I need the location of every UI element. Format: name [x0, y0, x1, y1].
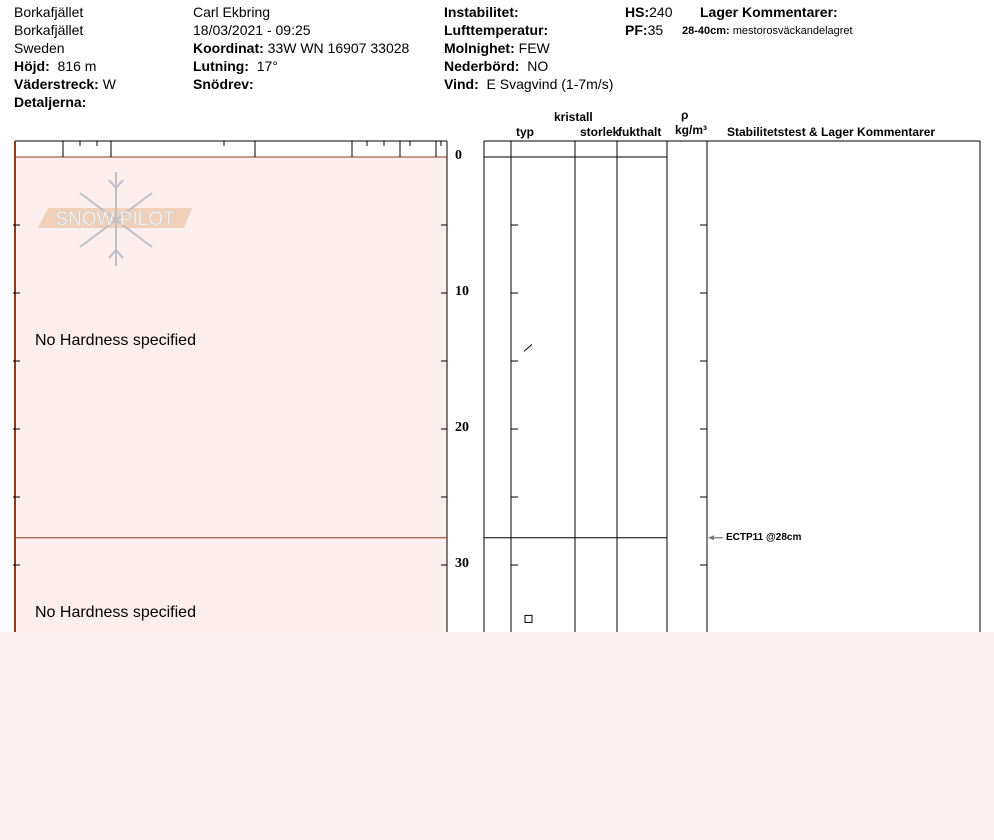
sky: Molnighet: FEW [444, 40, 550, 56]
col-type: typ [516, 125, 534, 139]
coordinates: Koordinat: 33W WN 16907 33028 [193, 40, 410, 56]
observer: Carl Ekbring [193, 4, 271, 20]
bottom-band [0, 632, 994, 840]
col-rho: ρ [681, 108, 689, 122]
pf: PF:35 [625, 22, 664, 38]
datetime: 18/03/2021 - 09:25 [193, 22, 311, 38]
col-crystal: kristall [554, 110, 593, 124]
grain-symbol-square [524, 614, 533, 623]
hs: HS:240 [625, 4, 673, 20]
snow-drift: Snödrev: [193, 76, 254, 92]
depth-label: 10 [455, 284, 469, 299]
details-label: Detaljerna: [14, 94, 87, 110]
wind: Vind: E Svagvind (1-7m/s) [444, 76, 614, 92]
test-arrow-head [708, 535, 714, 541]
svg-text:SNOW PILOT: SNOW PILOT [55, 209, 175, 230]
depth-label: 20 [455, 420, 469, 435]
col-stability: Stabilitetstest & Lager Kommentarer [727, 125, 936, 139]
depth-label: 30 [455, 556, 469, 571]
hardness-area [15, 157, 447, 632]
col-moisture: fukthalt [618, 125, 662, 139]
layer-comments-label: Lager Kommentarer: [700, 4, 838, 20]
slope: Lutning: 17° [193, 58, 278, 74]
elevation: Höjd: 816 m [14, 58, 97, 74]
air-temp: Lufttemperatur: [444, 22, 549, 38]
hardness-label: No Hardness specified [35, 332, 196, 349]
location-2: Borkafjället [14, 22, 84, 38]
grain-symbol-slash [523, 344, 533, 352]
stability-test-label: ECTP11 @28cm [726, 531, 802, 543]
depth-label: 0 [455, 148, 462, 163]
layer-comment: 28-40cm: mestorosväckandelagret [682, 25, 853, 37]
precipitation: Nederbörd: NO [444, 58, 549, 74]
location-1: Borkafjället [14, 4, 84, 20]
instability: Instabilitet: [444, 4, 519, 20]
hardness-label: No Hardness specified [35, 604, 196, 621]
col-density: kg/m³ [675, 123, 708, 137]
snowpilot-logo: SNOW PILOT [38, 172, 192, 266]
col-size: storlek [580, 125, 620, 139]
country: Sweden [14, 40, 65, 56]
aspect: Väderstreck: W [14, 76, 116, 92]
